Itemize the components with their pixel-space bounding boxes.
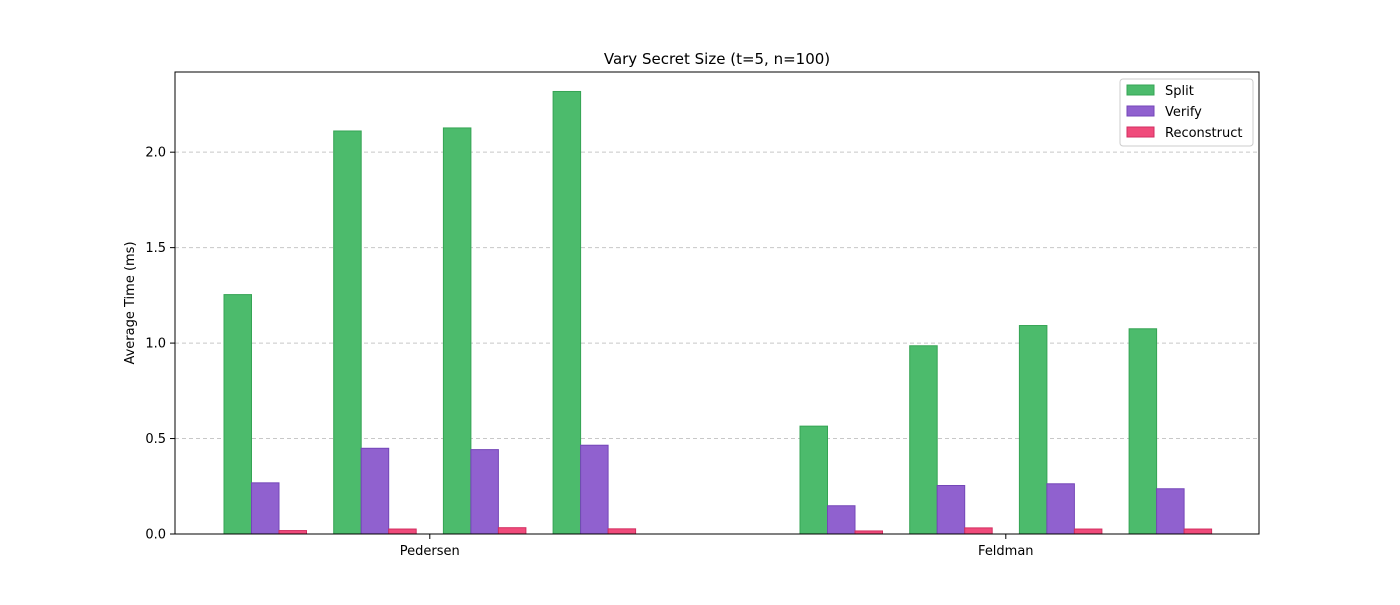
legend-swatch-split xyxy=(1126,84,1155,96)
chart-title: Vary Secret Size (t=5, n=100) xyxy=(604,50,830,68)
bar-feldman-verify xyxy=(1156,488,1185,535)
bar-pedersen-split xyxy=(552,90,582,535)
bar-pedersen-split xyxy=(333,130,362,535)
bar-pedersen-reconstruct xyxy=(497,527,527,535)
bar-feldman-verify xyxy=(827,505,856,535)
plot-frame xyxy=(174,71,1260,535)
bars xyxy=(223,90,1213,535)
bar-feldman-verify xyxy=(936,485,966,535)
legend-swatch-verify xyxy=(1126,105,1155,117)
bar-feldman-split xyxy=(799,425,828,535)
bar-feldman-split xyxy=(1128,328,1158,535)
bar-feldman-split xyxy=(909,345,938,535)
x-tick-label: Pedersen xyxy=(400,544,460,559)
bar-feldman-verify xyxy=(1046,483,1075,535)
gridlines xyxy=(175,151,1259,440)
bar-pedersen-verify xyxy=(360,447,390,535)
y-tick-label: 1.5 xyxy=(145,241,166,256)
bar-pedersen-verify xyxy=(580,444,609,535)
y-axis-label: Average Time (ms) xyxy=(123,241,138,364)
bar-pedersen-split xyxy=(223,294,252,535)
bar-feldman-split xyxy=(1018,325,1048,535)
bar-pedersen-split xyxy=(442,127,472,535)
legend-label-split: Split xyxy=(1165,84,1194,99)
legend: Split Verify Reconstruct xyxy=(1119,78,1254,147)
bar-feldman-reconstruct xyxy=(964,527,993,535)
legend-label-reconstruct: Reconstruct xyxy=(1165,126,1243,141)
y-tick-label: 0.0 xyxy=(145,528,166,543)
legend-label-verify: Verify xyxy=(1165,105,1202,120)
legend-swatch-reconstruct xyxy=(1126,126,1155,138)
y-tick-label: 0.5 xyxy=(145,432,166,447)
bar-feldman-reconstruct xyxy=(1073,528,1103,535)
y-tick-label: 2.0 xyxy=(145,146,166,161)
bar-pedersen-verify xyxy=(470,449,499,535)
y-tick-label: 1.0 xyxy=(145,337,166,352)
bar-feldman-reconstruct xyxy=(1183,528,1213,535)
bar-pedersen-verify xyxy=(251,482,280,535)
bar-pedersen-reconstruct xyxy=(278,530,307,535)
x-tick-label: Feldman xyxy=(978,544,1034,559)
bar-pedersen-reconstruct xyxy=(388,528,417,535)
axes: 0.0 0.5 1.0 1.5 2.0 Pedersen Feldman xyxy=(145,71,1260,559)
bar-pedersen-reconstruct xyxy=(607,528,637,535)
